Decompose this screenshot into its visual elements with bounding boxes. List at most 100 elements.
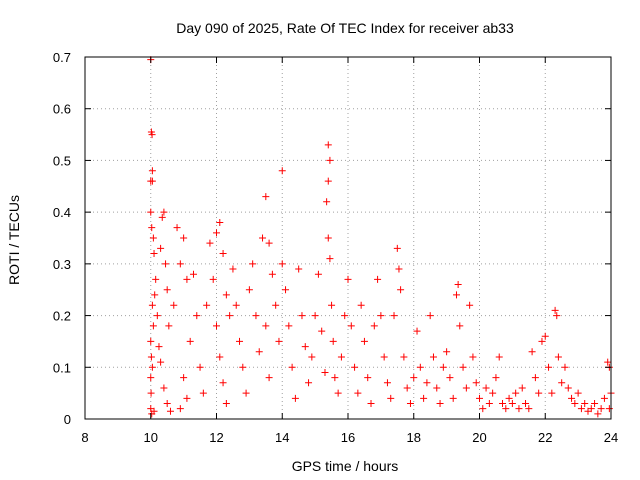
data-point bbox=[367, 399, 375, 407]
data-point bbox=[222, 399, 230, 407]
data-point bbox=[275, 337, 283, 345]
data-point bbox=[433, 384, 441, 392]
data-point bbox=[439, 363, 447, 371]
data-point bbox=[485, 399, 493, 407]
data-point bbox=[531, 374, 539, 382]
x-tick-label: 12 bbox=[209, 430, 223, 445]
data-point bbox=[148, 363, 156, 371]
data-point bbox=[176, 260, 184, 268]
data-point bbox=[436, 399, 444, 407]
data-point bbox=[150, 407, 158, 415]
data-point bbox=[160, 208, 168, 216]
data-point bbox=[462, 384, 470, 392]
data-point bbox=[331, 374, 339, 382]
data-point bbox=[426, 312, 434, 320]
data-point bbox=[199, 389, 207, 397]
data-point bbox=[554, 353, 562, 361]
y-axis-title: ROTI / TECUs bbox=[6, 195, 22, 285]
data-point bbox=[337, 353, 345, 361]
data-point bbox=[180, 234, 188, 242]
data-point bbox=[393, 244, 401, 252]
data-point bbox=[183, 275, 191, 283]
data-point bbox=[370, 322, 378, 330]
data-point bbox=[454, 281, 462, 289]
data-point bbox=[364, 374, 372, 382]
data-point bbox=[449, 394, 457, 402]
data-point bbox=[492, 374, 500, 382]
data-point bbox=[334, 389, 342, 397]
data-point bbox=[469, 353, 477, 361]
data-point bbox=[165, 322, 173, 330]
data-point bbox=[413, 327, 421, 335]
data-point bbox=[479, 405, 487, 413]
data-point bbox=[443, 348, 451, 356]
x-axis-title: GPS time / hours bbox=[292, 458, 399, 474]
data-point bbox=[328, 301, 336, 309]
data-point bbox=[528, 348, 536, 356]
data-point bbox=[446, 374, 454, 382]
data-point bbox=[288, 363, 296, 371]
data-point bbox=[148, 301, 156, 309]
data-point bbox=[180, 374, 188, 382]
data-point bbox=[209, 275, 217, 283]
data-point bbox=[383, 379, 391, 387]
y-tick-label: 0.3 bbox=[53, 257, 71, 272]
data-point bbox=[291, 394, 299, 402]
data-point bbox=[189, 270, 197, 278]
data-point bbox=[515, 405, 523, 413]
data-point bbox=[193, 312, 201, 320]
y-tick-label: 0.6 bbox=[53, 102, 71, 117]
y-tick-label: 0.4 bbox=[53, 205, 71, 220]
data-point bbox=[541, 332, 549, 340]
data-point bbox=[229, 265, 237, 273]
y-tick-label: 0.7 bbox=[53, 50, 71, 65]
data-point bbox=[239, 363, 247, 371]
data-point bbox=[196, 363, 204, 371]
data-point bbox=[495, 353, 503, 361]
data-point bbox=[347, 322, 355, 330]
data-point bbox=[360, 337, 368, 345]
data-point bbox=[587, 405, 595, 413]
data-point bbox=[245, 286, 253, 294]
data-point bbox=[147, 374, 155, 382]
data-point bbox=[452, 291, 460, 299]
data-point bbox=[351, 363, 359, 371]
data-point bbox=[512, 389, 520, 397]
data-point bbox=[374, 275, 382, 283]
data-point bbox=[357, 301, 365, 309]
grid-lines bbox=[85, 57, 611, 419]
data-point bbox=[305, 379, 313, 387]
data-point bbox=[203, 301, 211, 309]
data-point bbox=[295, 265, 303, 273]
data-point bbox=[314, 270, 322, 278]
data-point bbox=[600, 394, 608, 402]
data-point bbox=[387, 394, 395, 402]
data-point bbox=[604, 358, 612, 366]
data-point bbox=[535, 389, 543, 397]
data-point bbox=[403, 384, 411, 392]
data-point bbox=[166, 407, 174, 415]
y-tick-label: 0.1 bbox=[53, 360, 71, 375]
data-point bbox=[155, 343, 163, 351]
data-point bbox=[482, 384, 490, 392]
data-point bbox=[420, 394, 428, 402]
data-point bbox=[571, 399, 579, 407]
data-point bbox=[522, 399, 530, 407]
data-point bbox=[459, 363, 467, 371]
data-point bbox=[551, 306, 559, 314]
data-point bbox=[324, 177, 332, 185]
data-point bbox=[311, 312, 319, 320]
x-tick-label: 10 bbox=[144, 430, 158, 445]
data-point bbox=[268, 270, 276, 278]
data-point bbox=[518, 384, 526, 392]
data-point bbox=[147, 389, 155, 397]
data-point bbox=[163, 399, 171, 407]
data-point bbox=[354, 389, 362, 397]
data-point bbox=[508, 399, 516, 407]
x-tick-label: 14 bbox=[275, 430, 289, 445]
y-tick-label: 0 bbox=[64, 412, 71, 427]
data-point bbox=[152, 275, 160, 283]
data-point bbox=[591, 399, 599, 407]
data-point bbox=[423, 379, 431, 387]
data-point bbox=[186, 337, 194, 345]
